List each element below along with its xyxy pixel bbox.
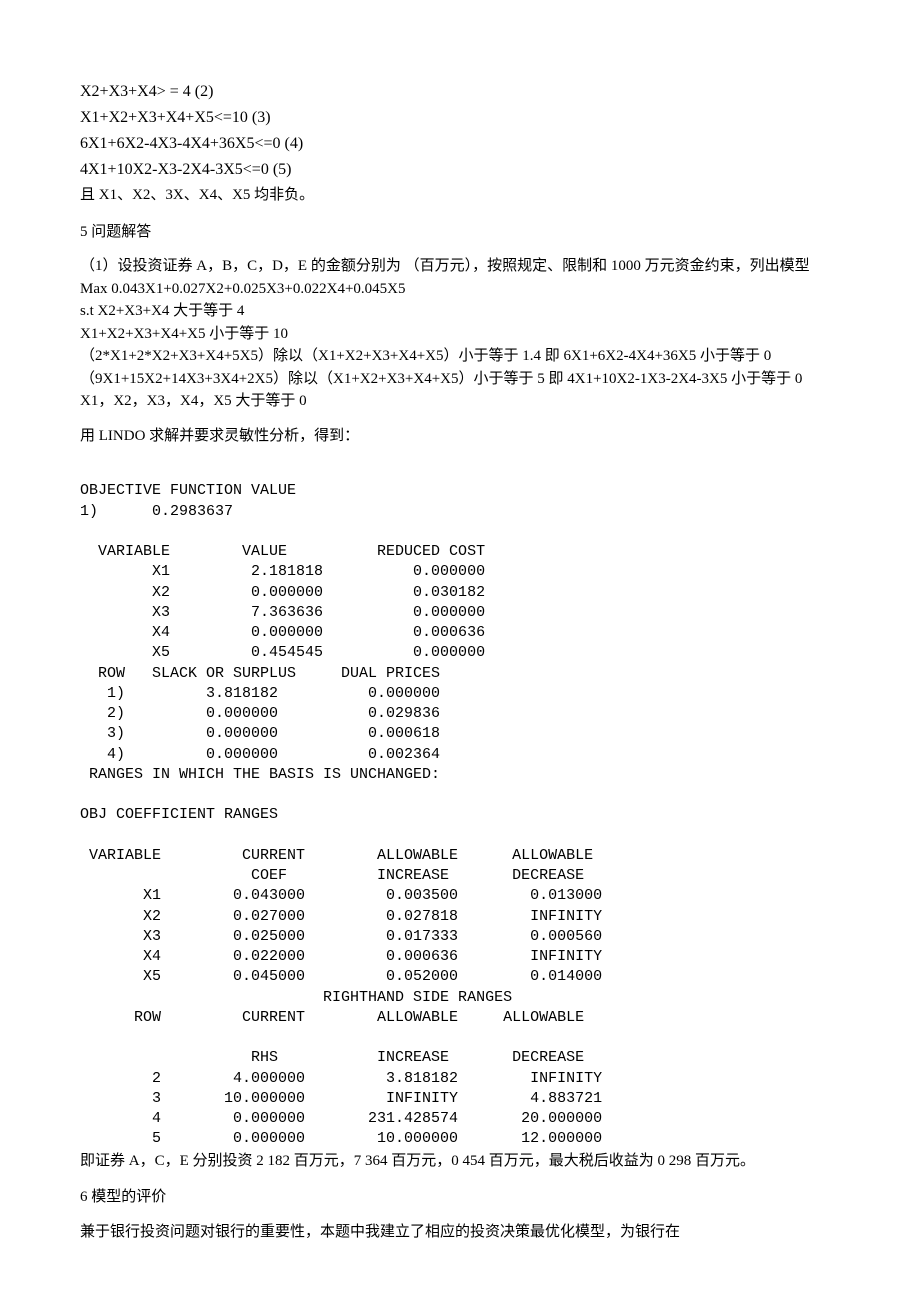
s5-p8: 用 LINDO 求解并要求灵敏性分析，得到：: [80, 425, 840, 448]
row-row: 3) 0.000000 0.000618: [80, 725, 440, 742]
rhs-row: 2 4.000000 3.818182 INFINITY: [80, 1070, 602, 1087]
coef-row: X4 0.022000 0.000636 INFINITY: [80, 948, 602, 965]
s5-p4: X1+X2+X3+X4+X5 小于等于 10: [80, 323, 840, 346]
var-row: X4 0.000000 0.000636: [80, 624, 485, 641]
rhs-header-1: ROW CURRENT ALLOWABLE ALLOWABLE: [80, 1009, 584, 1026]
ranges-line: RANGES IN WHICH THE BASIS IS UNCHANGED:: [80, 766, 440, 783]
rhs-row: 4 0.000000 231.428574 20.000000: [80, 1110, 602, 1127]
var-row: X1 2.181818 0.000000: [80, 563, 485, 580]
obj-coef-title: OBJ COEFFICIENT RANGES: [80, 806, 278, 823]
coef-header-2: COEF INCREASE DECREASE: [80, 867, 584, 884]
lindo-output: OBJECTIVE FUNCTION VALUE 1) 0.2983637 VA…: [80, 461, 840, 1150]
coef-row: X3 0.025000 0.017333 0.000560: [80, 928, 602, 945]
var-row: X3 7.363636 0.000000: [80, 604, 485, 621]
conclusion: 即证券 A，C，E 分别投资 2 182 百万元，7 364 百万元，0 454…: [80, 1150, 840, 1173]
formula-2: X2+X3+X4> = 4 (2): [80, 80, 840, 104]
coef-row: X2 0.027000 0.027818 INFINITY: [80, 908, 602, 925]
s5-p3: s.t X2+X3+X4 大于等于 4: [80, 300, 840, 323]
obj-header: OBJECTIVE FUNCTION VALUE: [80, 482, 296, 499]
row-row: 1) 3.818182 0.000000: [80, 685, 440, 702]
s5-p7: X1，X2，X3，X4，X5 大于等于 0: [80, 390, 840, 413]
row-row: 2) 0.000000 0.029836: [80, 705, 440, 722]
s5-p6: （9X1+15X2+14X3+3X4+2X5）除以（X1+X2+X3+X4+X5…: [80, 368, 840, 391]
s5-p1: （1）设投资证券 A，B，C，D，E 的金额分别为 （百万元），按照规定、限制和…: [80, 255, 840, 278]
rhs-title: RIGHTHAND SIDE RANGES: [80, 989, 512, 1006]
obj-value: 1) 0.2983637: [80, 503, 233, 520]
var-row: X5 0.454545 0.000000: [80, 644, 485, 661]
coef-row: X5 0.045000 0.052000 0.014000: [80, 968, 602, 985]
formula-5: 4X1+10X2-X3-2X4-3X5<=0 (5): [80, 158, 840, 182]
s5-p2: Max 0.043X1+0.027X2+0.025X3+0.022X4+0.04…: [80, 278, 840, 301]
formula-4: 6X1+6X2-4X3-4X4+36X5<=0 (4): [80, 132, 840, 156]
s5-p5: （2*X1+2*X2+X3+X4+5X5）除以（X1+X2+X3+X4+X5）小…: [80, 345, 840, 368]
var-header: VARIABLE VALUE REDUCED COST: [80, 543, 485, 560]
section-6-title: 6 模型的评价: [80, 1186, 840, 1209]
row-header: ROW SLACK OR SURPLUS DUAL PRICES: [80, 665, 440, 682]
rhs-row: 5 0.000000 10.000000 12.000000: [80, 1130, 602, 1147]
formula-nonneg: 且 X1、X2、3X、X4、X5 均非负。: [80, 184, 840, 207]
rhs-header-2: RHS INCREASE DECREASE: [80, 1049, 584, 1066]
var-row: X2 0.000000 0.030182: [80, 584, 485, 601]
section-5-title: 5 问题解答: [80, 221, 840, 244]
formula-3: X1+X2+X3+X4+X5<=10 (3): [80, 106, 840, 130]
coef-header-1: VARIABLE CURRENT ALLOWABLE ALLOWABLE: [80, 847, 593, 864]
row-row: 4) 0.000000 0.002364: [80, 746, 440, 763]
rhs-row: 3 10.000000 INFINITY 4.883721: [80, 1090, 602, 1107]
coef-row: X1 0.043000 0.003500 0.013000: [80, 887, 602, 904]
s6-p1: 兼于银行投资问题对银行的重要性，本题中我建立了相应的投资决策最优化模型，为银行在: [80, 1221, 840, 1244]
